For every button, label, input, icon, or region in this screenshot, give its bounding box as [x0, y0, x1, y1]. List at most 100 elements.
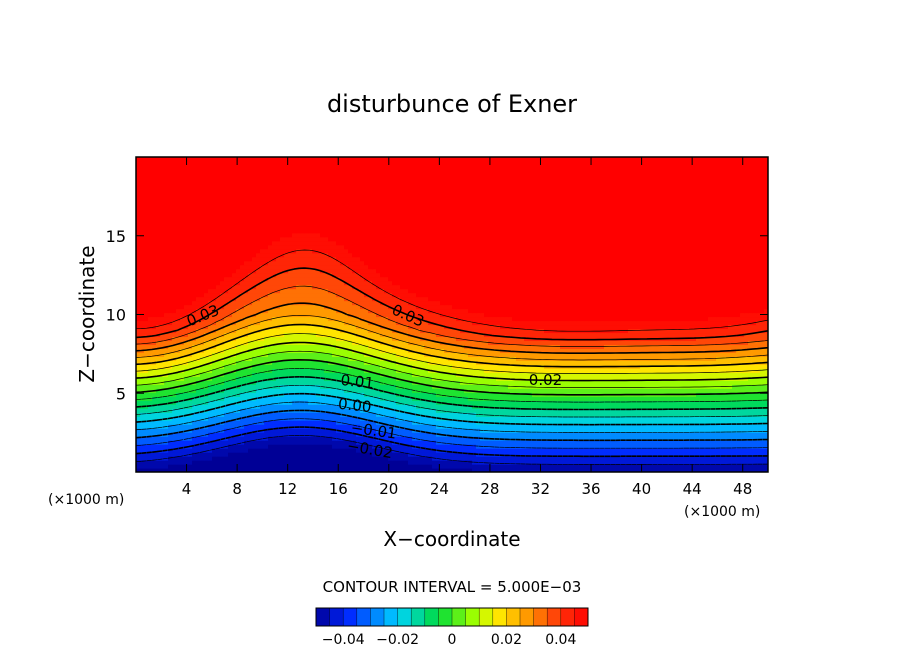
field-cell: [468, 428, 473, 433]
field-cell: [704, 468, 709, 472]
field-cell: [744, 428, 749, 433]
field-cell: [344, 344, 349, 349]
field-cell: [332, 448, 337, 453]
field-cell: [668, 368, 673, 373]
field-cell: [696, 436, 701, 441]
field-cell: [540, 412, 545, 417]
field-cell: [360, 452, 365, 457]
field-cell: [444, 400, 449, 405]
field-cell: [440, 396, 445, 401]
field-cell: [728, 360, 733, 365]
field-cell: [660, 360, 665, 365]
field-cell: [228, 384, 233, 389]
field-cell: [224, 344, 229, 349]
field-cell: [612, 436, 617, 441]
field-cell: [456, 344, 461, 349]
field-cell: [296, 364, 301, 369]
field-cell: [616, 412, 621, 417]
field-cell: [756, 416, 761, 421]
field-cell: [596, 428, 601, 433]
field-cell: [720, 460, 725, 465]
field-cell: [596, 436, 601, 441]
field-cell: [540, 428, 545, 433]
field-cell: [208, 428, 213, 433]
field-cell: [324, 348, 329, 353]
field-cell: [684, 384, 689, 389]
field-cell: [164, 420, 169, 425]
field-cell: [628, 456, 633, 461]
field-cell: [328, 432, 333, 437]
field-cell: [364, 464, 369, 469]
field-cell: [708, 368, 713, 373]
field-cell: [544, 388, 549, 393]
field-cell: [348, 344, 353, 349]
field-cell: [536, 444, 541, 449]
field-cell: [564, 456, 569, 461]
field-cell: [520, 376, 525, 381]
field-cell: [488, 384, 493, 389]
field-cell: [276, 388, 281, 393]
field-cell: [184, 408, 189, 413]
field-cell: [428, 372, 433, 377]
field-cell: [352, 464, 357, 469]
field-cell: [232, 464, 237, 469]
field-cell: [220, 344, 225, 349]
field-cell: [648, 448, 653, 453]
field-cell: [692, 396, 697, 401]
field-cell: [176, 344, 181, 349]
field-cell: [548, 436, 553, 441]
field-cell: [636, 348, 641, 353]
field-cell: [168, 420, 173, 425]
field-cell: [156, 408, 161, 413]
field-cell: [572, 452, 577, 457]
field-cell: [592, 348, 597, 353]
field-cell: [496, 424, 501, 429]
field-cell: [500, 372, 505, 377]
field-cell: [356, 452, 361, 457]
field-cell: [184, 352, 189, 357]
field-cell: [480, 448, 485, 453]
field-cell: [160, 436, 165, 441]
field-cell: [544, 384, 549, 389]
field-cell: [648, 384, 653, 389]
field-cell: [404, 364, 409, 369]
field-cell: [460, 408, 465, 413]
field-cell: [572, 440, 577, 445]
field-cell: [272, 452, 277, 457]
field-cell: [336, 416, 341, 421]
field-cell: [436, 412, 441, 417]
field-cell: [300, 440, 305, 445]
field-cell: [504, 412, 509, 417]
field-cell: [456, 392, 461, 397]
field-cell: [496, 396, 501, 401]
field-cell: [272, 424, 277, 429]
field-cell: [700, 376, 705, 381]
field-cell: [492, 440, 497, 445]
field-cell: [308, 444, 313, 449]
field-cell: [388, 392, 393, 397]
field-cell: [328, 468, 333, 472]
field-cell: [272, 444, 277, 449]
field-cell: [144, 380, 149, 385]
field-cell: [136, 344, 141, 349]
field-cell: [188, 416, 193, 421]
field-cell: [300, 376, 305, 381]
field-cell: [636, 376, 641, 381]
field-cell: [356, 436, 361, 441]
field-cell: [524, 364, 529, 369]
field-cell: [740, 368, 745, 373]
field-cell: [248, 416, 253, 421]
field-cell: [760, 456, 765, 461]
field-cell: [556, 352, 561, 357]
field-cell: [488, 444, 493, 449]
field-cell: [432, 392, 437, 397]
field-cell: [384, 428, 389, 433]
field-cell: [672, 412, 677, 417]
field-cell: [584, 404, 589, 409]
field-cell: [272, 412, 277, 417]
field-cell: [260, 364, 265, 369]
field-cell: [352, 372, 357, 377]
field-cell: [732, 368, 737, 373]
field-cell: [680, 452, 685, 457]
field-cell: [652, 440, 657, 445]
